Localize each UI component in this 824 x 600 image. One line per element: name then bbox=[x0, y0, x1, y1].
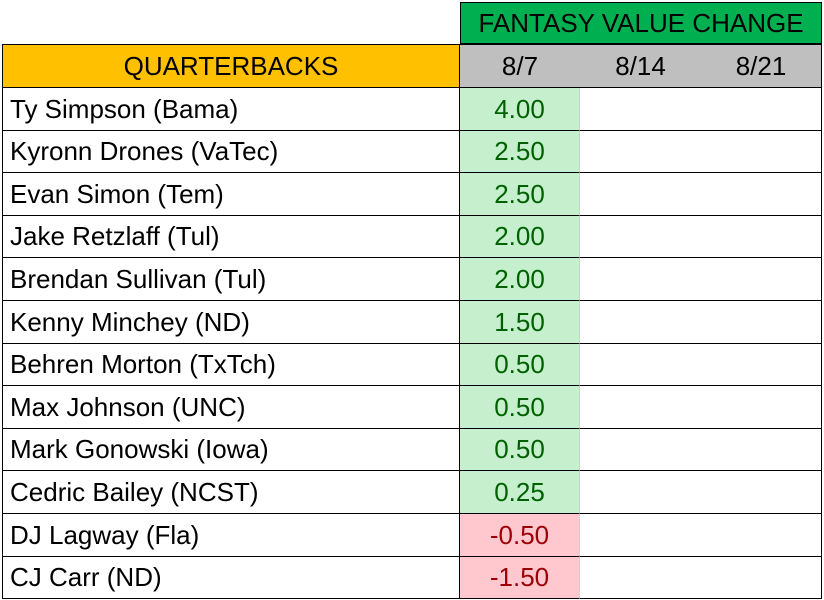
value-cell: 4.00 bbox=[460, 88, 580, 131]
value-cell: 2.50 bbox=[460, 173, 580, 216]
value-cell bbox=[580, 429, 701, 471]
date-header-1: 8/7 bbox=[460, 44, 580, 88]
value-cell bbox=[701, 216, 822, 258]
player-name: Evan Simon (Tem) bbox=[2, 173, 460, 216]
value-cell bbox=[580, 301, 701, 344]
value-cell bbox=[580, 557, 701, 599]
table-title: FANTASY VALUE CHANGE bbox=[460, 2, 822, 44]
value-cell bbox=[580, 386, 701, 429]
value-cell bbox=[701, 429, 822, 471]
player-name: Kenny Minchey (ND) bbox=[2, 301, 460, 344]
value-cell bbox=[701, 301, 822, 344]
value-cell bbox=[701, 258, 822, 301]
date-header-3: 8/21 bbox=[701, 44, 822, 88]
value-cell bbox=[580, 258, 701, 301]
value-cell: 2.00 bbox=[460, 216, 580, 258]
value-cell: -1.50 bbox=[460, 557, 580, 599]
value-cell: 2.50 bbox=[460, 131, 580, 173]
value-cell: 2.00 bbox=[460, 258, 580, 301]
value-cell bbox=[701, 88, 822, 131]
player-name: Mark Gonowski (Iowa) bbox=[2, 429, 460, 471]
player-name: Behren Morton (TxTch) bbox=[2, 344, 460, 386]
value-cell: 1.50 bbox=[460, 301, 580, 344]
value-cell: 0.25 bbox=[460, 471, 580, 514]
value-cell bbox=[580, 131, 701, 173]
value-cell bbox=[701, 557, 822, 599]
player-name: Max Johnson (UNC) bbox=[2, 386, 460, 429]
value-cell: 0.50 bbox=[460, 429, 580, 471]
player-name: CJ Carr (ND) bbox=[2, 557, 460, 599]
value-cell bbox=[580, 471, 701, 514]
player-name: Ty Simpson (Bama) bbox=[2, 88, 460, 131]
value-cell bbox=[701, 514, 822, 557]
value-cell bbox=[701, 386, 822, 429]
player-name: Brendan Sullivan (Tul) bbox=[2, 258, 460, 301]
date-header-2: 8/14 bbox=[580, 44, 701, 88]
player-name: Jake Retzlaff (Tul) bbox=[2, 216, 460, 258]
value-cell bbox=[580, 344, 701, 386]
value-cell bbox=[580, 173, 701, 216]
player-name: Cedric Bailey (NCST) bbox=[2, 471, 460, 514]
value-cell: 0.50 bbox=[460, 386, 580, 429]
value-cell bbox=[580, 88, 701, 131]
value-cell bbox=[701, 471, 822, 514]
value-cell bbox=[701, 344, 822, 386]
player-name: Kyronn Drones (VaTec) bbox=[2, 131, 460, 173]
value-cell: -0.50 bbox=[460, 514, 580, 557]
value-cell bbox=[580, 216, 701, 258]
player-name: DJ Lagway (Fla) bbox=[2, 514, 460, 557]
value-cell bbox=[701, 173, 822, 216]
value-cell bbox=[701, 131, 822, 173]
value-cell: 0.50 bbox=[460, 344, 580, 386]
position-header: QUARTERBACKS bbox=[2, 44, 460, 88]
value-cell bbox=[580, 514, 701, 557]
